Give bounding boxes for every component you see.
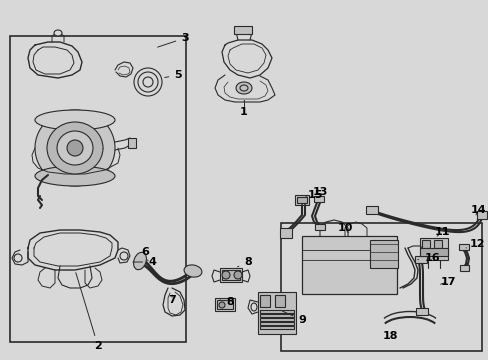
Bar: [128, 138, 136, 148]
Ellipse shape: [47, 122, 103, 174]
Bar: [365, 206, 377, 214]
Text: 16: 16: [417, 253, 439, 263]
Bar: [260, 314, 293, 317]
Text: 5: 5: [164, 70, 182, 80]
Bar: [459, 265, 468, 271]
Ellipse shape: [142, 77, 153, 87]
Text: 2: 2: [76, 273, 102, 351]
Text: 13: 13: [305, 187, 327, 197]
Bar: [217, 300, 232, 309]
Text: 3: 3: [157, 33, 188, 47]
Text: 17: 17: [439, 277, 455, 287]
Bar: [234, 26, 251, 34]
Bar: [296, 197, 306, 203]
Ellipse shape: [222, 271, 229, 279]
Bar: [313, 196, 324, 202]
Bar: [314, 224, 325, 230]
Ellipse shape: [57, 131, 93, 165]
Ellipse shape: [35, 110, 115, 130]
Ellipse shape: [234, 271, 242, 279]
Bar: [458, 244, 468, 250]
Text: 1: 1: [240, 101, 247, 117]
Bar: [419, 238, 447, 260]
Bar: [294, 195, 308, 205]
Text: 12: 12: [465, 239, 484, 249]
Bar: [421, 240, 429, 248]
Ellipse shape: [67, 140, 83, 156]
Bar: [215, 298, 235, 311]
Bar: [414, 256, 426, 263]
Bar: [415, 308, 427, 315]
Bar: [222, 270, 240, 280]
Bar: [260, 295, 269, 307]
Ellipse shape: [138, 72, 158, 92]
Ellipse shape: [54, 30, 62, 36]
Bar: [260, 322, 293, 325]
Text: 7: 7: [168, 295, 176, 305]
Ellipse shape: [183, 265, 202, 277]
Text: 8: 8: [237, 257, 251, 267]
Ellipse shape: [35, 166, 115, 186]
Bar: [369, 240, 397, 268]
Text: 18: 18: [382, 331, 397, 341]
Text: 11: 11: [433, 227, 449, 237]
Bar: [258, 292, 295, 334]
Bar: [281, 223, 481, 351]
Text: 6: 6: [141, 247, 149, 261]
Ellipse shape: [236, 82, 251, 94]
Bar: [476, 211, 486, 219]
Bar: [260, 318, 293, 321]
Bar: [220, 268, 242, 282]
Text: 8: 8: [220, 297, 233, 307]
Text: 9: 9: [282, 311, 305, 325]
Bar: [274, 295, 285, 307]
Bar: [433, 240, 441, 248]
Text: 15: 15: [306, 190, 322, 200]
Bar: [419, 248, 447, 256]
Ellipse shape: [134, 68, 162, 96]
Ellipse shape: [219, 302, 224, 308]
Text: 14: 14: [469, 205, 485, 215]
Bar: [260, 310, 293, 313]
Ellipse shape: [35, 110, 115, 186]
Bar: [302, 236, 396, 294]
Bar: [280, 228, 291, 238]
Text: 4: 4: [133, 257, 156, 267]
Bar: [260, 326, 293, 329]
Bar: [10, 36, 185, 342]
Text: 10: 10: [337, 223, 352, 233]
Ellipse shape: [133, 252, 146, 270]
